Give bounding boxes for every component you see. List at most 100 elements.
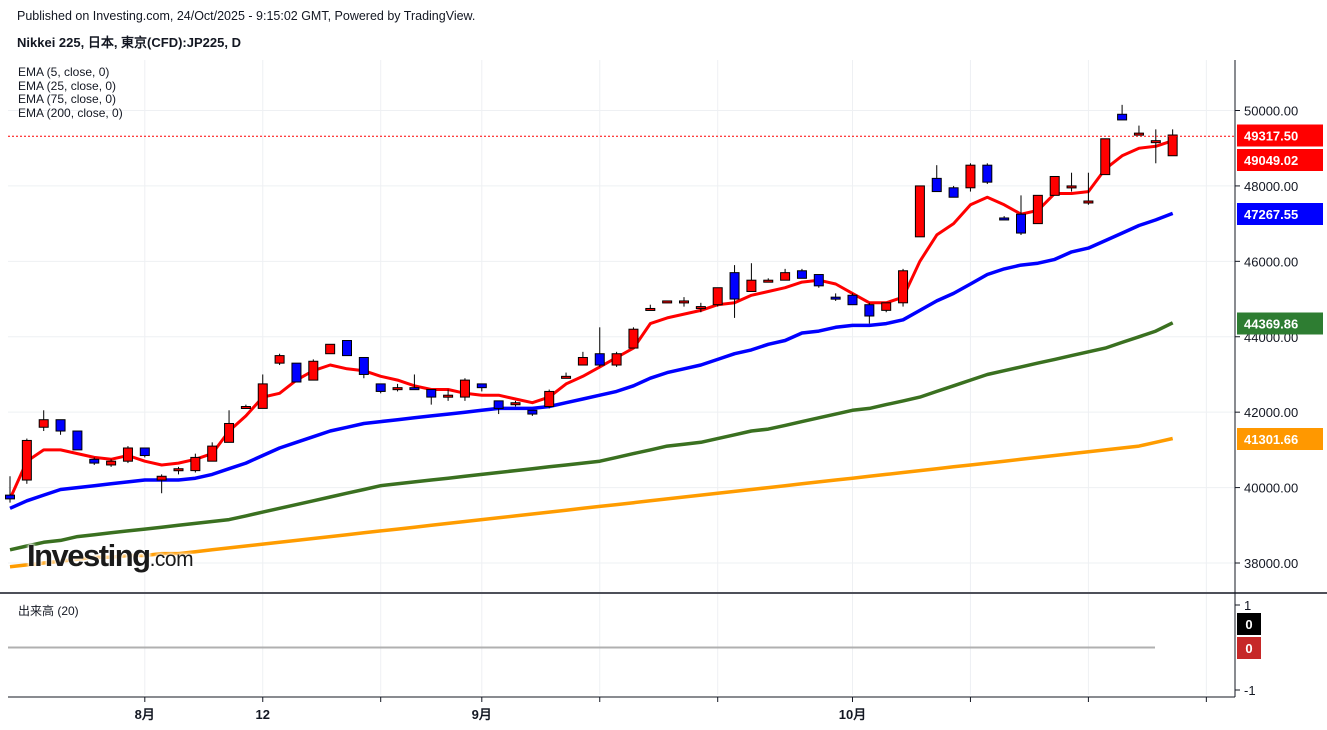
grid bbox=[8, 60, 1235, 695]
x-label-2: 9月 bbox=[472, 707, 492, 722]
legend-ema5: EMA (5, close, 0) bbox=[18, 65, 110, 79]
candle-body-50 bbox=[847, 294, 858, 306]
symbol-title: Nikkei 225, 日本, 東京(CFD):JP225, D bbox=[17, 35, 241, 50]
candle-body-63 bbox=[1066, 185, 1077, 189]
candle-body-27 bbox=[459, 379, 470, 398]
candle-body-51 bbox=[864, 304, 875, 317]
y-tick-label-4: 42000.00 bbox=[1244, 405, 1298, 420]
candle-body-10 bbox=[173, 468, 184, 472]
price-badge-bg-4 bbox=[1237, 428, 1323, 450]
candle-body-5 bbox=[89, 458, 100, 464]
volume-label: 出来高 (20) bbox=[18, 604, 79, 618]
y-axis-ticks: 50000.0048000.0046000.0044000.0042000.00… bbox=[1235, 104, 1298, 571]
candles bbox=[5, 104, 1178, 503]
candle-body-32 bbox=[544, 390, 555, 408]
candle-body-22 bbox=[375, 383, 386, 392]
price-badge-bg-2 bbox=[1237, 203, 1323, 225]
candle-body-31 bbox=[527, 409, 538, 415]
candle-body-62 bbox=[1049, 175, 1060, 196]
legend-ema75: EMA (75, close, 0) bbox=[18, 92, 117, 106]
y-tick-label-0: 50000.00 bbox=[1244, 104, 1298, 119]
price-badge-bg-3 bbox=[1237, 312, 1323, 335]
candle-body-30 bbox=[510, 402, 521, 406]
x-label-1: 12 bbox=[256, 707, 270, 722]
volume-pane: 1 -1 0 0 bbox=[8, 598, 1261, 698]
x-label-0: 8月 bbox=[135, 707, 155, 722]
price-badge-0: 49317.50 bbox=[1244, 129, 1298, 144]
candle-body-16 bbox=[274, 355, 285, 364]
candle-body-65 bbox=[1100, 138, 1111, 176]
published-note: Published on Investing.com, 24/Oct/2025 … bbox=[17, 9, 476, 23]
candle-body-21 bbox=[358, 356, 369, 375]
candle-body-12 bbox=[207, 445, 218, 462]
candle-body-67 bbox=[1133, 132, 1144, 136]
candle-body-11 bbox=[190, 456, 201, 472]
ema75-line bbox=[9, 321, 1174, 552]
candle-body-59 bbox=[999, 217, 1010, 221]
price-badge-bg-0 bbox=[1237, 124, 1323, 147]
y-tick-label-1: 48000.00 bbox=[1244, 179, 1298, 194]
candle-body-52 bbox=[881, 302, 892, 311]
candle-body-25 bbox=[426, 389, 437, 398]
candle-body-8 bbox=[139, 447, 150, 457]
candle-body-54 bbox=[914, 185, 925, 238]
y-tick-label-2: 46000.00 bbox=[1244, 254, 1298, 269]
candle-body-0 bbox=[5, 494, 15, 500]
candle-body-15 bbox=[257, 383, 268, 409]
candle-body-37 bbox=[628, 328, 639, 349]
logo-suffix: .com bbox=[149, 548, 194, 571]
candle-body-39 bbox=[662, 300, 673, 304]
vol-tick-label-1: -1 bbox=[1244, 683, 1256, 698]
candle-body-36 bbox=[611, 353, 622, 366]
vol-badge-1: 0 bbox=[1245, 641, 1252, 656]
candle-body-53 bbox=[898, 270, 909, 304]
candle-body-18 bbox=[308, 360, 319, 381]
candle-body-66 bbox=[1117, 113, 1128, 121]
candle-body-42 bbox=[712, 287, 723, 306]
candle-body-9 bbox=[156, 475, 167, 481]
candle-body-14 bbox=[240, 406, 251, 410]
y-tick-label-5: 40000.00 bbox=[1244, 481, 1298, 496]
ema-legend: EMA (5, close, 0) EMA (25, close, 0) EMA… bbox=[18, 65, 123, 120]
candle-body-3 bbox=[55, 419, 66, 432]
y-tick-label-6: 38000.00 bbox=[1244, 556, 1298, 571]
candle-body-35 bbox=[594, 353, 605, 366]
candle-body-58 bbox=[982, 164, 993, 183]
candle-body-49 bbox=[830, 296, 841, 300]
candle-body-2 bbox=[38, 419, 49, 428]
legend-ema200: EMA (200, close, 0) bbox=[18, 105, 123, 120]
ema5-line bbox=[8, 139, 1174, 500]
candle-body-44 bbox=[746, 279, 757, 292]
candle-body-69 bbox=[1167, 134, 1178, 157]
candle-body-47 bbox=[796, 270, 807, 279]
candle-body-68 bbox=[1150, 140, 1161, 144]
candle-body-19 bbox=[325, 343, 336, 355]
candle-body-48 bbox=[813, 274, 824, 287]
vol-tick-label-0: 1 bbox=[1244, 598, 1251, 613]
candle-body-40 bbox=[679, 300, 689, 304]
candle-body-46 bbox=[780, 272, 791, 281]
ema25-line bbox=[9, 211, 1174, 510]
ema200-line bbox=[9, 436, 1174, 569]
candle-body-6 bbox=[106, 460, 117, 466]
candle-body-56 bbox=[948, 187, 959, 198]
x-label-3: 10月 bbox=[839, 707, 866, 722]
candle-body-20 bbox=[342, 340, 352, 357]
candle-body-45 bbox=[763, 279, 774, 283]
candle-body-60 bbox=[1016, 213, 1026, 234]
price-badges: 49317.50 49049.02 47267.55 44369.86 41301.66 bbox=[1237, 124, 1323, 450]
candle-body-43 bbox=[729, 272, 740, 300]
legend-ema25: EMA (25, close, 0) bbox=[18, 78, 117, 93]
candle-body-1 bbox=[21, 439, 32, 481]
x-axis-labels: 8月 12 9月 10月 bbox=[135, 697, 1207, 722]
vol-badge-bg-0 bbox=[1237, 613, 1261, 635]
vol-badge-0: 0 bbox=[1245, 617, 1252, 632]
price-badge-1: 49049.02 bbox=[1244, 153, 1298, 168]
logo-name: Investing bbox=[27, 538, 151, 573]
candle-body-61 bbox=[1032, 194, 1043, 225]
candle-body-28 bbox=[476, 383, 487, 389]
price-badge-4: 41301.66 bbox=[1244, 432, 1298, 447]
candle-body-41 bbox=[695, 306, 706, 310]
candle-body-26 bbox=[443, 394, 454, 398]
